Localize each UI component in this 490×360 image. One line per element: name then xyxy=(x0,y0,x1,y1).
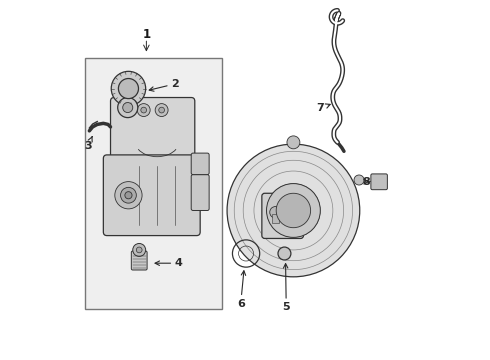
Circle shape xyxy=(118,98,138,118)
Text: 5: 5 xyxy=(282,264,290,312)
FancyBboxPatch shape xyxy=(371,174,388,190)
Circle shape xyxy=(137,104,150,117)
Circle shape xyxy=(227,144,360,277)
FancyBboxPatch shape xyxy=(262,193,303,238)
FancyBboxPatch shape xyxy=(131,251,147,270)
Circle shape xyxy=(119,78,139,99)
Circle shape xyxy=(111,71,146,106)
FancyBboxPatch shape xyxy=(191,153,209,175)
Text: 3: 3 xyxy=(84,137,92,151)
Circle shape xyxy=(125,192,132,199)
FancyBboxPatch shape xyxy=(111,98,195,167)
Bar xyxy=(272,214,279,223)
Bar xyxy=(286,214,294,223)
Circle shape xyxy=(278,247,291,260)
Circle shape xyxy=(276,193,311,228)
Text: 4: 4 xyxy=(155,258,183,268)
Circle shape xyxy=(287,136,300,149)
Circle shape xyxy=(136,247,142,253)
Circle shape xyxy=(141,107,147,113)
Circle shape xyxy=(122,103,133,113)
Text: 8: 8 xyxy=(362,177,370,187)
Text: 7: 7 xyxy=(317,103,330,113)
FancyBboxPatch shape xyxy=(191,175,209,211)
Text: 1: 1 xyxy=(142,28,150,41)
Circle shape xyxy=(155,104,168,117)
Circle shape xyxy=(284,207,295,218)
Circle shape xyxy=(270,207,281,218)
Text: 2: 2 xyxy=(149,79,179,91)
Circle shape xyxy=(159,107,165,113)
Circle shape xyxy=(267,184,320,237)
Circle shape xyxy=(354,175,364,185)
Text: 6: 6 xyxy=(237,271,245,309)
Circle shape xyxy=(133,243,146,256)
Bar xyxy=(85,58,221,309)
Circle shape xyxy=(115,181,142,209)
FancyBboxPatch shape xyxy=(103,155,200,235)
Circle shape xyxy=(121,187,136,203)
